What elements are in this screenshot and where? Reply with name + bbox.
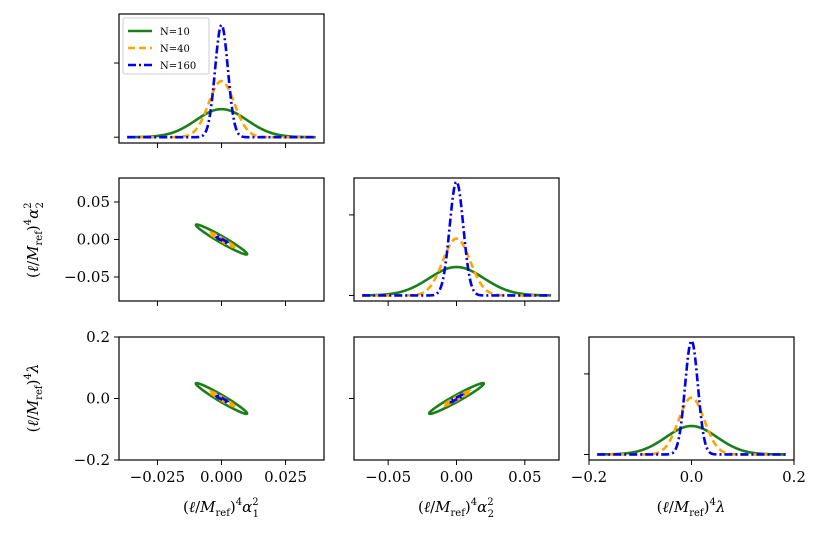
marginal-curve-n10 xyxy=(126,107,317,139)
marginal-curve-n40 xyxy=(596,396,787,456)
x-axis-alpha1-ticklabel-1: 0.000 xyxy=(200,468,243,486)
x-axis-lambda-ticklabel-0: −0.2 xyxy=(571,468,607,486)
y-axis-label-alpha2: (ℓ/Mref)4α22 xyxy=(23,202,46,278)
contour-alpha1-lambda-n10 xyxy=(194,381,249,416)
x-axis-alpha2-ticklabel-0: −0.05 xyxy=(365,468,411,486)
y-axis-label-lambda: (ℓ/Mref)4λ xyxy=(23,364,45,433)
y-axis-alpha2-ticklabel-0: 0.05 xyxy=(77,193,110,211)
legend-label-n10: N=10 xyxy=(160,27,190,38)
x-axis-label-alpha2: (ℓ/Mref)4α2 2 xyxy=(418,497,494,520)
marginal-curve-n160 xyxy=(361,180,552,297)
y-axis-alpha2-ticklabel-1: 0.00 xyxy=(77,231,110,249)
ticks-layer: −0.025 0.000 0.025 −0.05 0.00 0.05 −0.2 0.0 0.2 0… xyxy=(64,62,806,486)
legend-label-n160: N=160 xyxy=(160,61,196,72)
contour-alpha1-alpha2-n160 xyxy=(213,234,230,245)
x-axis-lambda-ticklabel-2: 0.2 xyxy=(782,468,806,486)
x-axis-label-alpha1: (ℓ/Mref)4α2 1 xyxy=(183,497,259,520)
legend: N=10 N=40 N=160 xyxy=(122,17,210,75)
y-axis-lambda-ticklabel-0: 0.2 xyxy=(86,328,110,346)
y-axis-lambda-ticklabel-2: −0.2 xyxy=(74,451,110,469)
x-axis-alpha1-ticklabel-0: −0.025 xyxy=(130,468,186,486)
x-axis-alpha1-ticklabel-2: 0.025 xyxy=(264,468,307,486)
contour-alpha1-alpha2-n10 xyxy=(194,223,249,256)
x-axis-alpha2-ticklabel-1: 0.00 xyxy=(440,468,473,486)
contour-alpha2-lambda-n10 xyxy=(427,381,486,416)
y-axis-lambda-ticklabel-1: 0.0 xyxy=(86,390,110,408)
marginal-curve-n10 xyxy=(596,424,787,456)
curves-layer xyxy=(126,23,787,456)
x-axis-alpha2-ticklabel-2: 0.05 xyxy=(508,468,541,486)
marginal-curve-n40 xyxy=(126,79,317,139)
x-axis-label-lambda: (ℓ/Mref)4λ xyxy=(657,497,726,519)
marginal-curve-n10 xyxy=(361,265,552,297)
y-axis-alpha2-ticklabel-2: −0.05 xyxy=(64,268,110,286)
legend-label-n40: N=40 xyxy=(160,44,190,55)
contour-alpha1-lambda-n160 xyxy=(213,393,230,404)
x-axis-lambda-ticklabel-1: 0.0 xyxy=(680,468,704,486)
contour-alpha2-lambda-n160 xyxy=(448,393,465,404)
